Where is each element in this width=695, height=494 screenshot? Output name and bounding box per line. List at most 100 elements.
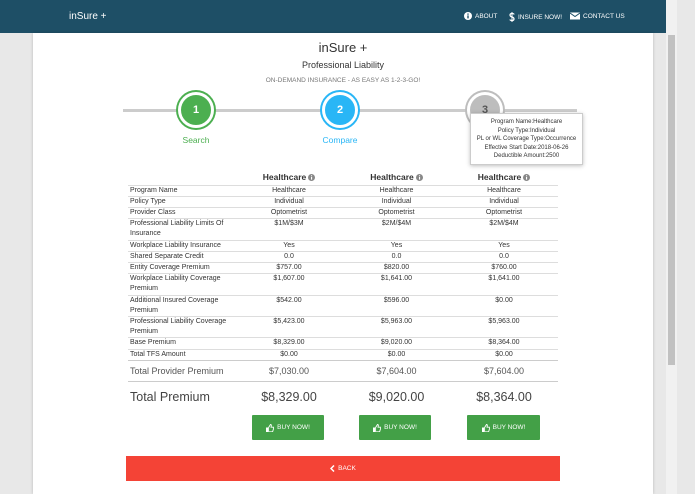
table-row: Base Premium $8,329.00 $9,020.00 $8,364.00: [128, 337, 558, 350]
table-row: Workplace Liability Insurance Yes Yes Yes: [128, 239, 558, 252]
value-cell: $0.00: [343, 348, 450, 361]
back-button[interactable]: BACK: [126, 456, 560, 481]
value-cell: $5,423.00: [235, 315, 343, 338]
label-cell: Policy Type: [128, 195, 235, 208]
label-cell: Base Premium: [128, 337, 235, 350]
value-cell: $760.00: [450, 261, 558, 274]
buy-button[interactable]: BUY NOW!: [252, 415, 324, 440]
table-row: Total TFS Amount $0.00 $0.00 $0.00: [128, 348, 558, 361]
value-cell: $1M/$3M: [235, 218, 343, 241]
table-row: Additional Insured Coverage Premium $542.…: [128, 294, 558, 317]
step-label: Compare: [322, 135, 358, 145]
tagline: ON-DEMAND INSURANCE - AS EASY AS 1-2-3-G…: [265, 77, 421, 84]
value-cell: Healthcare: [343, 184, 450, 197]
header-cell: Healthcare: [450, 169, 558, 185]
button-text: BUY NOW!: [492, 424, 526, 431]
label-cell: Total TFS Amount: [128, 348, 235, 361]
value-cell: $1,607.00: [235, 273, 343, 296]
subtitle: Professional Liability: [301, 60, 385, 70]
table-row: Workplace Liability Coverage Premium $1,6…: [128, 273, 558, 296]
navbar: inSure + ABOUT INSURE NOW! CONTACT US: [0, 0, 666, 33]
title: inSure +: [318, 40, 368, 55]
label-cell: Workplace Liability Insurance: [128, 239, 235, 252]
value-cell: Healthcare: [235, 184, 343, 197]
value-cell: Optometrist: [450, 206, 558, 219]
step-circle[interactable]: 1: [178, 92, 214, 128]
value-cell: $2M/$4M: [450, 218, 558, 241]
nav-link: INSURE NOW!: [518, 13, 563, 21]
value-cell: $7,030.00: [235, 359, 343, 382]
table-row: Provider Class Optometrist Optometrist Opto…: [128, 206, 558, 219]
tooltip-line: Deductible Amount:2500: [493, 153, 560, 160]
value-cell: $8,329.00: [235, 380, 343, 414]
value-cell: $542.00: [235, 294, 343, 317]
info-icon[interactable]: [415, 173, 423, 181]
label-cell: Professional Liability Limits Of Insuran…: [128, 218, 235, 241]
button-text: BACK: [338, 465, 356, 472]
nav-about[interactable]: ABOUT: [464, 12, 497, 20]
table-row: Professional Liability Coverage Premium $…: [128, 315, 558, 338]
value-cell: $1,641.00: [343, 273, 450, 296]
value-cell: $1,641.00: [450, 273, 558, 296]
label-cell: Total Provider Premium: [128, 359, 235, 382]
thumbs-up-icon: [266, 423, 275, 432]
header-cell: Healthcare: [235, 169, 343, 185]
tooltip-line: Effective Start Date:2018-06-26: [484, 144, 569, 151]
brand[interactable]: inSure +: [69, 11, 107, 22]
step-circle[interactable]: 2: [322, 92, 358, 128]
value-cell: Healthcare: [450, 184, 558, 197]
value-cell: $8,364.00: [450, 380, 558, 414]
value-cell: $5,963.00: [450, 315, 558, 338]
value-cell: 0.0: [343, 250, 450, 263]
header-row: Healthcare Healthcare Healthcare: [128, 169, 558, 185]
buy-button[interactable]: BUY NOW!: [467, 415, 540, 440]
value-cell: Yes: [235, 239, 343, 252]
value-cell: Individual: [235, 195, 343, 208]
info-icon[interactable]: [308, 173, 316, 181]
column-title: Healthcare: [477, 171, 522, 182]
nav-contact[interactable]: CONTACT US: [570, 12, 625, 20]
value-cell: $7,604.00: [343, 359, 450, 382]
value-cell: 0.0: [450, 250, 558, 263]
scrollbar-thumb[interactable]: [668, 35, 675, 365]
value-cell: $9,020.00: [343, 337, 450, 350]
info-icon[interactable]: [523, 173, 531, 181]
total-row: Total Provider Premium $7,030.00 $7,604.00…: [128, 359, 558, 382]
column-title: Healthcare: [262, 171, 307, 182]
header-cell: Healthcare: [343, 169, 450, 185]
value-cell: $0.00: [450, 294, 558, 317]
thumbs-up-icon: [481, 423, 490, 432]
label-cell: Entity Coverage Premium: [128, 261, 235, 274]
label-cell: Total Premium: [128, 380, 235, 414]
tooltip-line: PL or WL Coverage Type:Occurrence: [476, 136, 577, 143]
label-cell: Provider Class: [128, 206, 235, 219]
table-row: Entity Coverage Premium $757.00 $820.00 $76…: [128, 261, 558, 274]
thumbs-up-icon: [373, 423, 382, 432]
table-row: Policy Type Individual Individual Individua…: [128, 195, 558, 208]
nav-insure[interactable]: INSURE NOW!: [509, 12, 562, 22]
button-text: BUY NOW!: [277, 424, 310, 431]
value-cell: Individual: [343, 195, 450, 208]
nav-link: CONTACT US: [583, 12, 625, 20]
label-cell: Professional Liability Coverage Premium: [128, 315, 235, 338]
value-cell: Yes: [343, 239, 450, 252]
value-cell: Yes: [450, 239, 558, 252]
label-cell: Workplace Liability Coverage Premium: [128, 273, 235, 296]
buy-button[interactable]: BUY NOW!: [359, 415, 431, 440]
nav-link: ABOUT: [475, 12, 498, 20]
value-cell: Optometrist: [235, 206, 343, 219]
value-cell: $8,364.00: [450, 337, 558, 350]
label-cell: Additional Insured Coverage Premium: [128, 294, 235, 317]
value-cell: $5,963.00: [343, 315, 450, 338]
value-cell: $7,604.00: [450, 359, 558, 382]
table-row: Program Name Healthcare Healthcare Healthca…: [128, 184, 558, 197]
label-cell: Program Name: [128, 184, 235, 197]
value-cell: $0.00: [235, 348, 343, 361]
envelope-icon: [570, 12, 580, 20]
value-cell: $2M/$4M: [343, 218, 450, 241]
header-cell: [128, 169, 235, 185]
value-cell: $596.00: [343, 294, 450, 317]
step-label: Search: [182, 135, 210, 145]
table-row: Professional Liability Limits Of Insuran…: [128, 218, 558, 241]
